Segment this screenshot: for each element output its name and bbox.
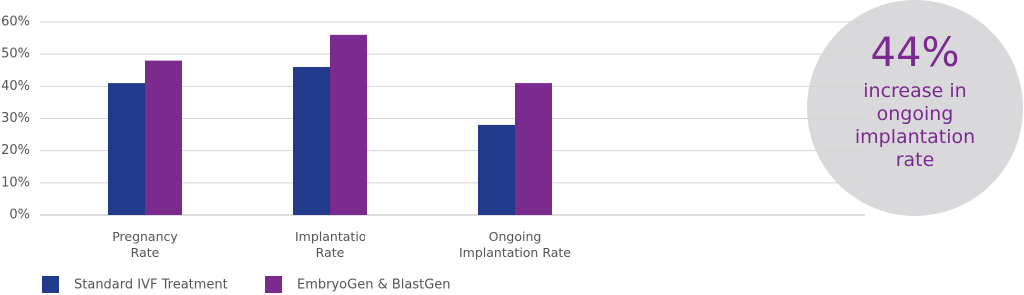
annotation-box: 44% increase in ongoing implantation rat… xyxy=(835,30,995,172)
y-tick-label: 10% xyxy=(1,175,30,190)
y-tick-label: 20% xyxy=(1,143,30,158)
legend-swatch xyxy=(42,276,59,293)
y-tick-label: 60% xyxy=(1,15,30,30)
y-tick-label: 50% xyxy=(1,47,30,62)
x-tick: Ongoing Implantation Rate xyxy=(459,229,571,260)
x-tick-label: Implantation Rate xyxy=(295,229,365,260)
y-tick-label: 40% xyxy=(1,79,30,94)
legend-swatch xyxy=(265,276,282,293)
legend-label: Standard IVF Treatment xyxy=(74,278,228,293)
y-tick-label: 0% xyxy=(9,208,30,223)
bar xyxy=(293,67,330,216)
x-tick-label: Pregnancy Rate xyxy=(112,229,178,260)
annotation: 44% increase in ongoing implantation rat… xyxy=(835,30,995,172)
x-tick: Pregnancy Rate xyxy=(112,229,178,260)
annotation-text: increase in ongoing implantation rate xyxy=(854,80,976,171)
bar xyxy=(478,124,515,215)
bar xyxy=(515,83,552,215)
x-tick-label: Ongoing Implantation Rate xyxy=(459,229,571,260)
y-tick-label: 30% xyxy=(1,111,30,126)
bar xyxy=(108,83,145,215)
bar xyxy=(330,34,367,215)
x-tick: Implantation Rate xyxy=(295,229,365,260)
bar xyxy=(145,60,182,215)
annotation-headline: 44% xyxy=(870,30,960,76)
legend-label: EmbryoGen & BlastGen xyxy=(297,278,451,293)
